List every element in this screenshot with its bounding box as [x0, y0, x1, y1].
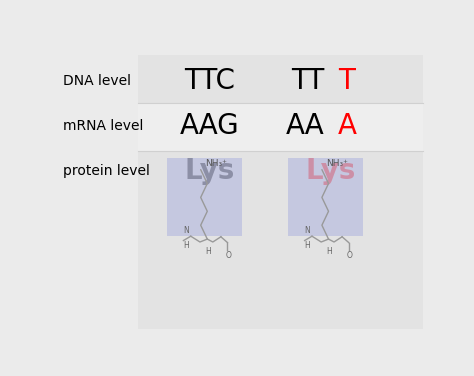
Text: TT: TT: [291, 67, 325, 95]
Text: H: H: [327, 247, 332, 256]
Text: AA: AA: [286, 112, 325, 140]
Text: DNA level: DNA level: [63, 74, 131, 88]
Text: N: N: [304, 226, 310, 235]
Text: Lys: Lys: [306, 157, 356, 185]
Text: NH₃⁺: NH₃⁺: [205, 159, 227, 168]
Text: AAG: AAG: [180, 112, 240, 140]
Bar: [288, 158, 363, 236]
Text: TTC: TTC: [184, 67, 236, 95]
Text: N: N: [183, 226, 189, 235]
Bar: [138, 103, 423, 151]
Text: H: H: [206, 247, 211, 256]
Bar: [138, 55, 423, 103]
Text: protein level: protein level: [63, 164, 150, 178]
Text: H: H: [183, 241, 189, 250]
Text: T: T: [337, 67, 355, 95]
Text: A: A: [337, 112, 357, 140]
Bar: [167, 158, 242, 236]
Bar: [138, 151, 423, 329]
Text: H: H: [304, 241, 310, 250]
Text: O: O: [225, 251, 231, 260]
Text: O: O: [346, 251, 352, 260]
Text: Lys: Lys: [185, 157, 235, 185]
Text: NH₃⁺: NH₃⁺: [326, 159, 348, 168]
Text: mRNA level: mRNA level: [63, 119, 143, 133]
